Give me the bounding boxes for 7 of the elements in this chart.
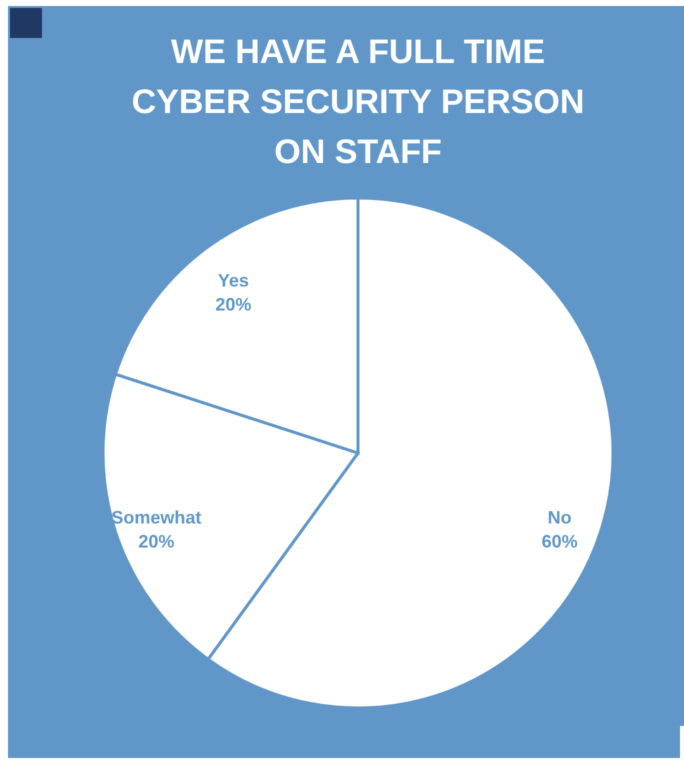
chart-title: WE HAVE A FULL TIME CYBER SECURITY PERSON ON STAFF (132, 33, 584, 171)
slice-label: No (548, 508, 572, 528)
data-label: 20% (215, 294, 252, 314)
data-label: 20% (138, 532, 174, 552)
data-label: 60% (542, 532, 578, 552)
slice-label: Yes (218, 270, 249, 290)
slice-label: Somewhat (111, 508, 202, 528)
